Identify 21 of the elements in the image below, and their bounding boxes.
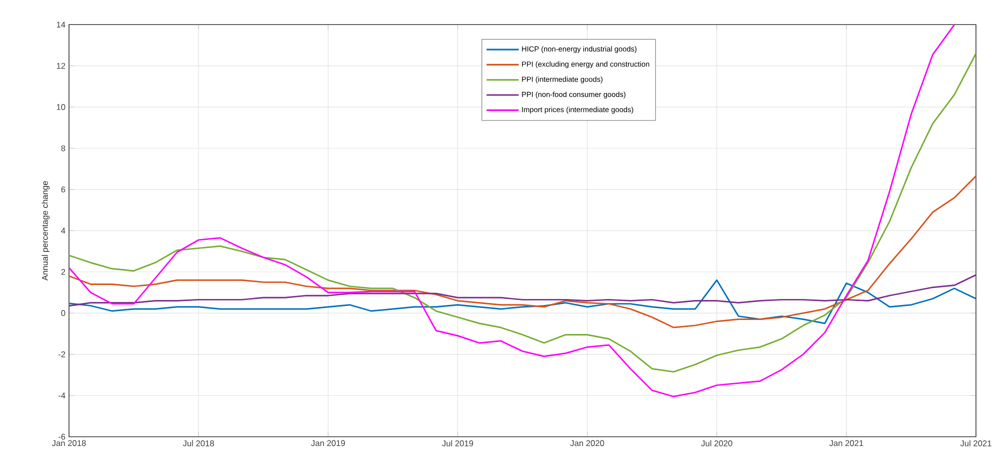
y-tick-label: 0 [61, 310, 66, 316]
y-tick-label: 10 [56, 104, 66, 110]
y-tick-label: -4 [58, 392, 66, 398]
x-tick-label: Jul 2020 [701, 440, 732, 446]
line-series [69, 52, 976, 372]
y-axis-title: Annual percentage change [42, 181, 50, 280]
x-tick-label: Jul 2018 [182, 440, 214, 446]
y-tick-label: 2 [61, 268, 66, 275]
y-tick-label: 6 [61, 186, 66, 192]
x-tick-label: Jan 2020 [570, 440, 604, 446]
y-tick-label: -2 [58, 351, 66, 358]
y-tick-label: 4 [61, 228, 66, 234]
x-tick-label: Jan 2021 [829, 440, 864, 446]
y-tick-label: 12 [56, 62, 66, 69]
y-tick-label: 14 [56, 22, 66, 28]
x-tick-label: Jul 2021 [960, 440, 992, 446]
y-tick-label: 8 [61, 145, 66, 152]
x-tick-label: Jan 2019 [311, 440, 345, 446]
x-tick-label: Jan 2018 [52, 440, 86, 446]
y-tick-label: -6 [58, 434, 66, 440]
x-tick-label: Jul 2019 [442, 440, 474, 446]
